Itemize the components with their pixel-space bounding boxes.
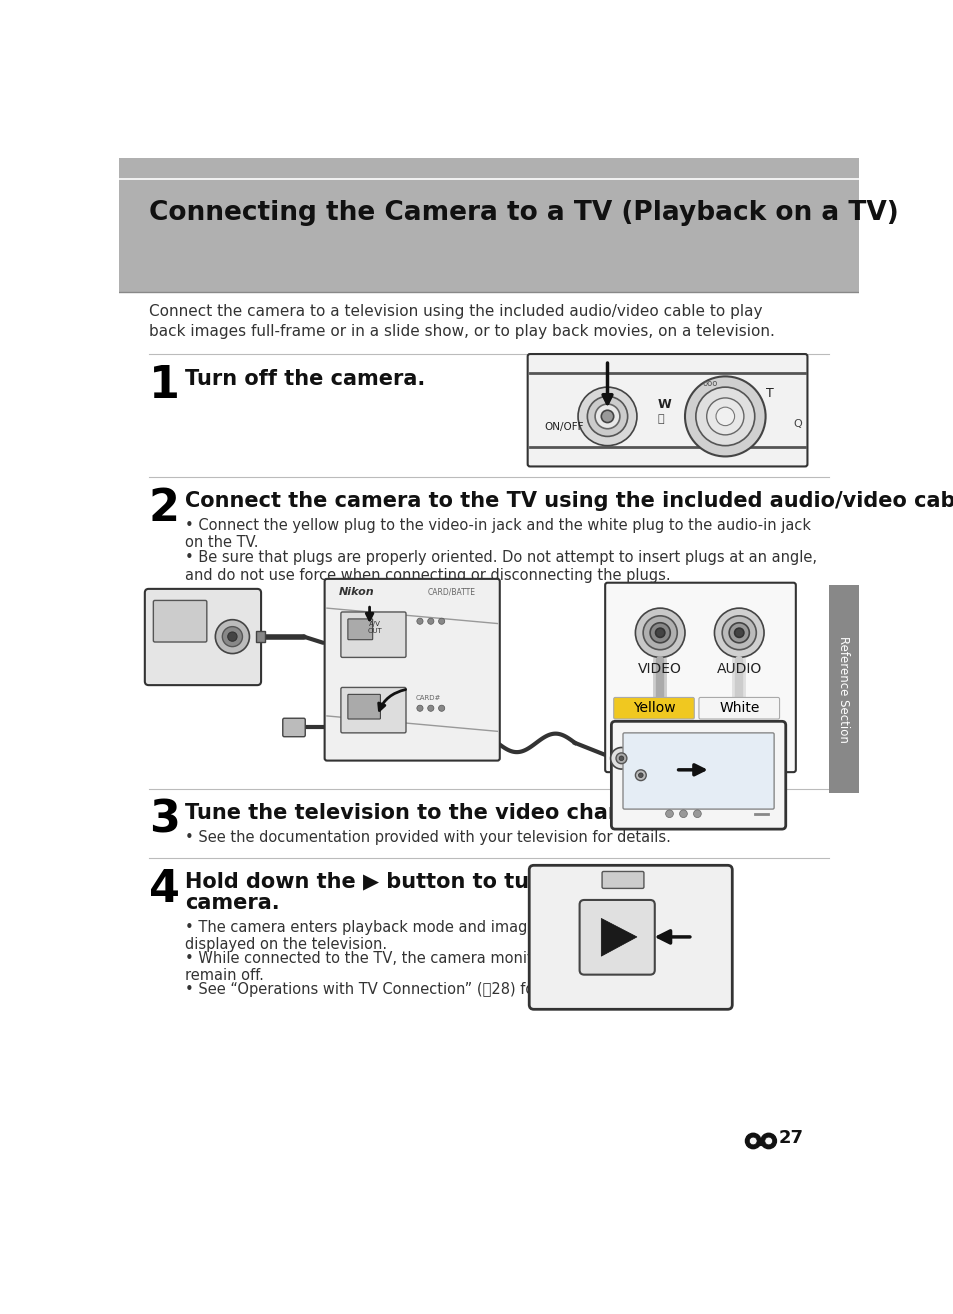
- Circle shape: [679, 809, 686, 817]
- FancyBboxPatch shape: [153, 600, 207, 643]
- Circle shape: [616, 753, 626, 763]
- Circle shape: [695, 388, 754, 445]
- FancyBboxPatch shape: [699, 698, 779, 719]
- Text: T: T: [765, 386, 773, 399]
- Text: Tune the television to the video channel.: Tune the television to the video channel…: [185, 803, 666, 823]
- FancyBboxPatch shape: [348, 694, 380, 719]
- Text: Nikon: Nikon: [338, 587, 374, 598]
- Circle shape: [578, 388, 637, 445]
- Circle shape: [734, 628, 743, 637]
- Circle shape: [610, 748, 632, 769]
- Text: • Be sure that plugs are properly oriented. Do not attempt to insert plugs at an: • Be sure that plugs are properly orient…: [185, 551, 817, 583]
- Text: Q: Q: [793, 419, 801, 430]
- Circle shape: [427, 706, 434, 711]
- Text: W: W: [658, 398, 671, 410]
- FancyBboxPatch shape: [613, 698, 694, 719]
- Text: ON/OFF: ON/OFF: [543, 422, 583, 432]
- Text: White: White: [719, 702, 759, 715]
- Text: 27: 27: [778, 1129, 803, 1147]
- Circle shape: [222, 627, 242, 646]
- Circle shape: [649, 623, 670, 643]
- FancyBboxPatch shape: [145, 589, 261, 685]
- Text: CARD/BATTE: CARD/BATTE: [427, 587, 476, 597]
- Text: 3: 3: [149, 799, 179, 841]
- Text: Yellow: Yellow: [632, 702, 675, 715]
- Text: • See “Operations with TV Connection” (༶28) for more information.: • See “Operations with TV Connection” (༶…: [185, 982, 677, 996]
- Text: Hold down the ▶ button to turn on the: Hold down the ▶ button to turn on the: [185, 871, 637, 891]
- Text: Connecting the Camera to a TV (Playback on a TV): Connecting the Camera to a TV (Playback …: [149, 200, 898, 226]
- Circle shape: [416, 618, 422, 624]
- Text: • While connected to the TV, the camera monitor will
remain off.: • While connected to the TV, the camera …: [185, 951, 577, 983]
- Circle shape: [760, 1133, 776, 1148]
- Circle shape: [228, 632, 236, 641]
- Text: • See the documentation provided with your television for details.: • See the documentation provided with yo…: [185, 830, 670, 845]
- FancyBboxPatch shape: [348, 619, 373, 640]
- Text: ooo: ooo: [701, 378, 717, 388]
- Circle shape: [427, 618, 434, 624]
- Text: A/V
OUT: A/V OUT: [367, 622, 382, 633]
- Circle shape: [748, 1137, 757, 1144]
- Circle shape: [744, 1133, 760, 1148]
- Text: 2: 2: [149, 487, 179, 531]
- Circle shape: [764, 1137, 772, 1144]
- Text: • The camera enters playback mode and images are
displayed on the television.: • The camera enters playback mode and im…: [185, 920, 572, 953]
- Text: VIDEO: VIDEO: [638, 662, 681, 675]
- Bar: [255, 631, 265, 643]
- Circle shape: [642, 616, 677, 649]
- Circle shape: [595, 405, 619, 428]
- Circle shape: [438, 706, 444, 711]
- Text: CARD#: CARD#: [416, 695, 441, 702]
- FancyBboxPatch shape: [579, 900, 654, 975]
- Text: • Connect the yellow plug to the video-in jack and the white plug to the audio-i: • Connect the yellow plug to the video-i…: [185, 518, 810, 551]
- Text: camera.: camera.: [185, 894, 279, 913]
- FancyBboxPatch shape: [340, 612, 406, 657]
- FancyBboxPatch shape: [282, 719, 305, 737]
- Text: Connect the camera to a television using the included audio/video cable to play: Connect the camera to a television using…: [149, 304, 761, 319]
- FancyBboxPatch shape: [527, 353, 806, 466]
- Circle shape: [655, 628, 664, 637]
- FancyBboxPatch shape: [601, 871, 643, 888]
- Circle shape: [638, 773, 642, 778]
- Circle shape: [714, 608, 763, 657]
- Circle shape: [587, 397, 627, 436]
- Circle shape: [629, 765, 651, 786]
- Circle shape: [635, 608, 684, 657]
- FancyBboxPatch shape: [529, 866, 732, 1009]
- Circle shape: [416, 706, 422, 711]
- Text: Reference Section: Reference Section: [837, 636, 849, 742]
- FancyBboxPatch shape: [604, 582, 795, 773]
- Circle shape: [665, 809, 673, 817]
- Circle shape: [215, 620, 249, 653]
- Text: ⌖: ⌖: [658, 414, 664, 424]
- FancyBboxPatch shape: [622, 733, 773, 809]
- Circle shape: [618, 756, 623, 761]
- FancyBboxPatch shape: [324, 579, 499, 761]
- Polygon shape: [600, 918, 637, 957]
- Text: AUDIO: AUDIO: [716, 662, 761, 675]
- Text: Connect the camera to the TV using the included audio/video cable.: Connect the camera to the TV using the i…: [185, 491, 953, 511]
- FancyBboxPatch shape: [340, 687, 406, 733]
- Text: 4: 4: [149, 867, 179, 911]
- Bar: [828, 585, 858, 792]
- Circle shape: [716, 407, 734, 426]
- Text: 1: 1: [149, 364, 179, 407]
- Bar: [119, 158, 858, 293]
- Text: Turn off the camera.: Turn off the camera.: [185, 369, 425, 389]
- Circle shape: [706, 398, 743, 435]
- Circle shape: [635, 770, 645, 781]
- Circle shape: [693, 809, 700, 817]
- Circle shape: [728, 623, 748, 643]
- Circle shape: [600, 410, 613, 423]
- FancyBboxPatch shape: [611, 721, 785, 829]
- Circle shape: [684, 376, 765, 456]
- Text: back images full-frame or in a slide show, or to play back movies, on a televisi: back images full-frame or in a slide sho…: [149, 325, 774, 339]
- Circle shape: [721, 616, 756, 649]
- Circle shape: [438, 618, 444, 624]
